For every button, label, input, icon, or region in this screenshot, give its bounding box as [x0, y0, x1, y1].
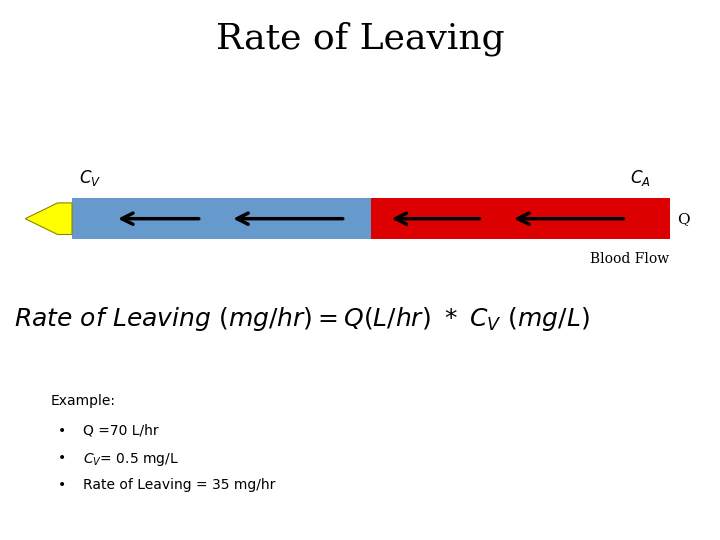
Text: $C_V$= 0.5 mg/L: $C_V$= 0.5 mg/L: [83, 451, 179, 468]
Text: •: •: [58, 451, 66, 465]
Text: Example:: Example:: [50, 394, 115, 408]
Text: •: •: [58, 424, 66, 438]
Text: Blood Flow: Blood Flow: [590, 252, 670, 266]
Text: $\mathit{Rate\ of\ Leaving}\ (mg/hr) = Q(L/hr)\ *\ C_V\ (mg/L)$: $\mathit{Rate\ of\ Leaving}\ (mg/hr) = Q…: [14, 305, 590, 333]
Text: Rate of Leaving: Rate of Leaving: [216, 22, 504, 56]
Text: •: •: [58, 478, 66, 492]
Text: $C_A$: $C_A$: [630, 167, 651, 188]
FancyArrow shape: [25, 203, 72, 234]
Bar: [371, 198, 670, 239]
Text: Rate of Leaving = 35 mg/hr: Rate of Leaving = 35 mg/hr: [83, 478, 275, 492]
Text: Q =70 L/hr: Q =70 L/hr: [83, 424, 158, 438]
Text: Q: Q: [677, 212, 690, 226]
Text: $C_V$: $C_V$: [79, 167, 102, 188]
Bar: [72, 198, 371, 239]
